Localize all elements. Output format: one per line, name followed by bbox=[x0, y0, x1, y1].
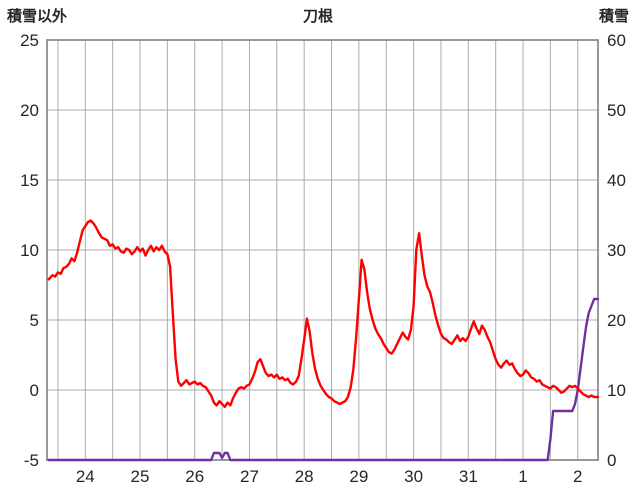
left-tick-label: 5 bbox=[30, 311, 39, 330]
left-tick-label: -5 bbox=[24, 451, 39, 470]
right-tick-label: 40 bbox=[607, 171, 626, 190]
left-tick-label: 25 bbox=[20, 31, 39, 50]
x-tick-label: 1 bbox=[518, 467, 527, 486]
right-tick-label: 0 bbox=[607, 451, 616, 470]
x-tick-label: 28 bbox=[295, 467, 314, 486]
left-tick-label: 20 bbox=[20, 101, 39, 120]
x-tick-label: 30 bbox=[404, 467, 423, 486]
left-axis-title: 積雪以外 bbox=[7, 8, 68, 25]
series-line-left bbox=[47, 219, 600, 408]
chart-title: 刀根 bbox=[302, 8, 333, 25]
x-tick-label: 26 bbox=[185, 467, 204, 486]
right-tick-label: 60 bbox=[607, 31, 626, 50]
right-tick-label: 10 bbox=[607, 381, 626, 400]
x-tick-label: 27 bbox=[240, 467, 259, 486]
x-tick-label: 31 bbox=[459, 467, 478, 486]
x-tick-label: 25 bbox=[131, 467, 150, 486]
left-tick-label: 10 bbox=[20, 241, 39, 260]
x-tick-label: 2 bbox=[573, 467, 582, 486]
right-axis-title: 積雪 bbox=[598, 8, 629, 25]
left-tick-label: 0 bbox=[30, 381, 39, 400]
x-tick-label: 29 bbox=[349, 467, 368, 486]
right-tick-label: 20 bbox=[607, 311, 626, 330]
right-tick-label: 30 bbox=[607, 241, 626, 260]
left-tick-label: 15 bbox=[20, 171, 39, 190]
right-tick-label: 50 bbox=[607, 101, 626, 120]
series-line-right bbox=[47, 297, 600, 462]
x-tick-label: 24 bbox=[76, 467, 95, 486]
